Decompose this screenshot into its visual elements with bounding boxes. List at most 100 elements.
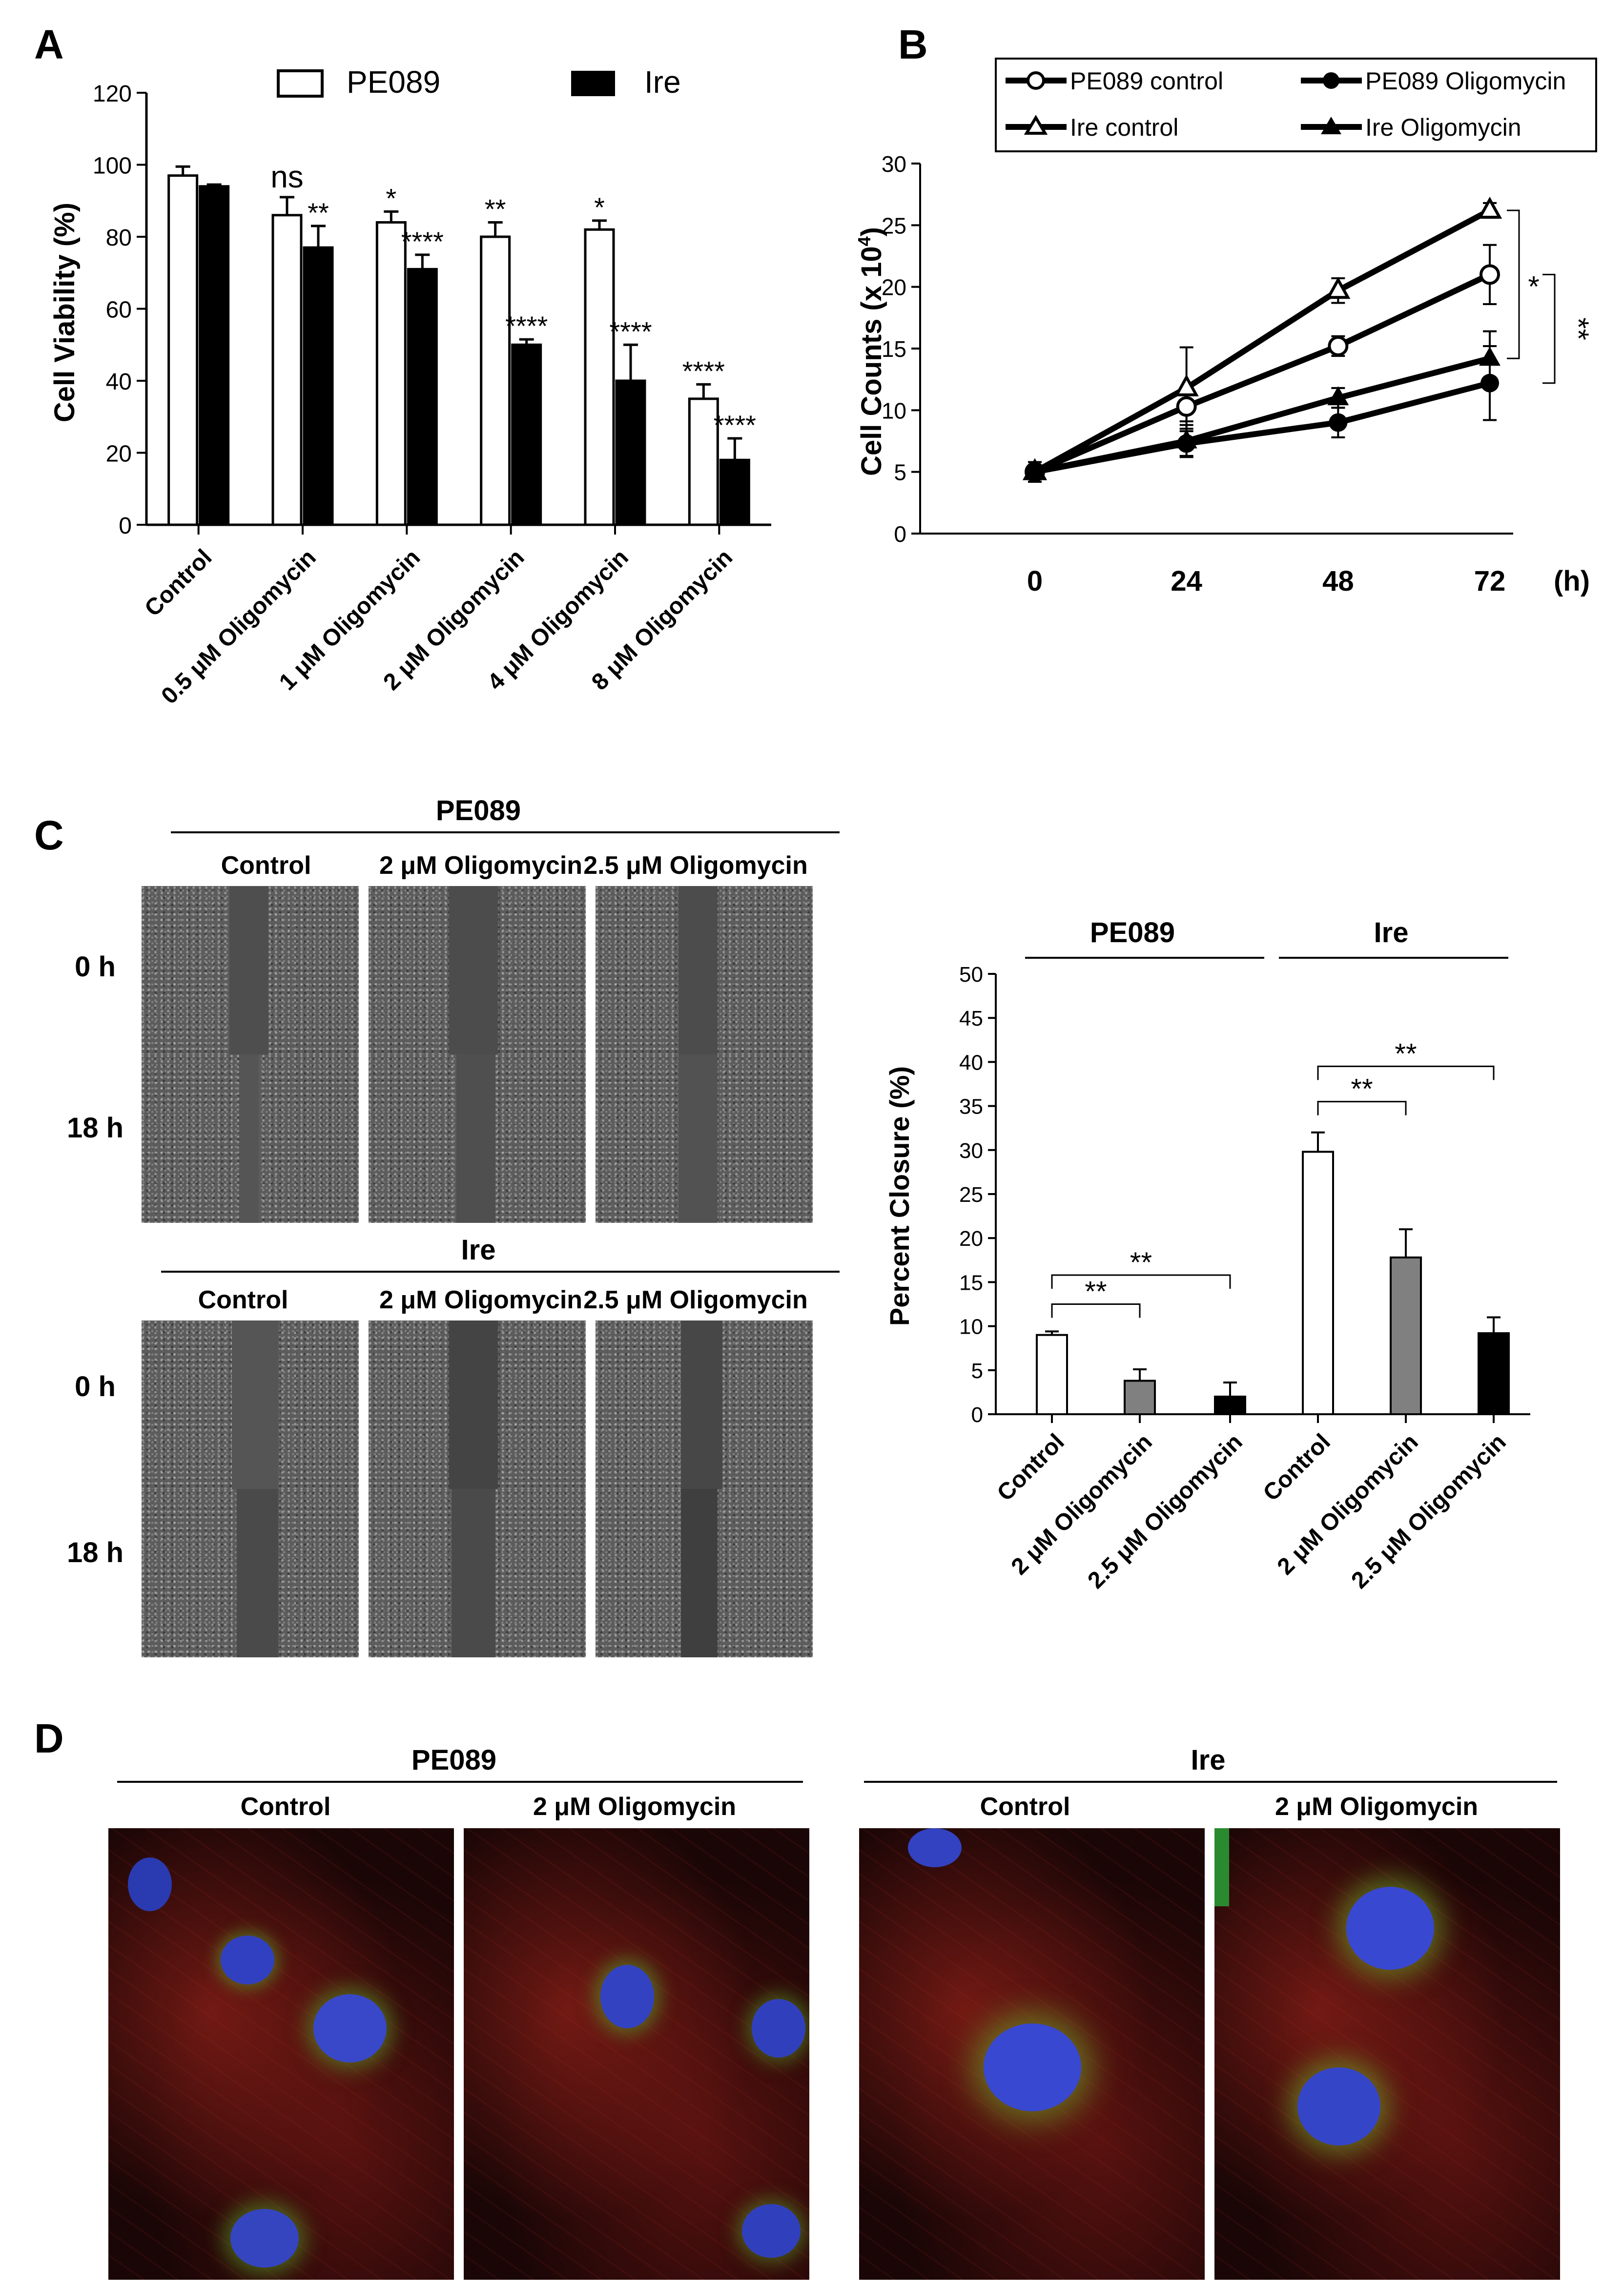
- bar-2-m-oligomycin: [1124, 1380, 1156, 1415]
- significance-bracket: [1317, 1065, 1495, 1080]
- wound-image-ire-2-5um-18h: [596, 1489, 813, 1657]
- c-bottom-col-control: Control: [198, 1286, 288, 1314]
- wound-image-pe089-control-0h: [142, 886, 359, 1054]
- bar-pe089-control: [167, 174, 199, 526]
- c-top-col-2-5um: 2.5 μM Oligomycin: [583, 851, 807, 880]
- chart-b-legend: PE089 control PE089 Oligomycin Ire contr…: [995, 58, 1597, 152]
- bar-ire-8-m-oligomycin: [719, 458, 750, 526]
- chart-c-ytick-label: 45: [959, 1007, 983, 1031]
- wound-image-ire-2-5um-0h: [596, 1320, 813, 1489]
- d-col-pe089-control: Control: [241, 1793, 331, 1821]
- bar-ire-1-m-oligomycin: [407, 268, 438, 526]
- chart-b-ytick-label: 10: [882, 398, 906, 423]
- chart-b-ytick-label: 30: [882, 151, 906, 177]
- chart-c-ytick-label: 35: [959, 1095, 983, 1119]
- chart-c-ytick-label: 25: [959, 1183, 983, 1207]
- chart-c-ytick-label: 20: [959, 1227, 983, 1251]
- panel-letter-c: C: [34, 812, 64, 858]
- bar-2-m-oligomycin: [1390, 1256, 1422, 1415]
- chart-c-xtick-label: 2.5 μM Oligomycin: [1346, 1429, 1511, 1593]
- significance-label: ****: [505, 310, 548, 341]
- d-group-pe089: PE089: [411, 1744, 496, 1776]
- chart-b-ytick-label: 25: [882, 213, 906, 238]
- chart-a-ytick-label: 40: [106, 369, 132, 395]
- fluorescence-image-pe089-control: [108, 1828, 454, 2280]
- significance-label: **: [485, 194, 506, 225]
- point-ire-control: [1174, 374, 1199, 396]
- wound-image-pe089-2um-18h: [369, 1054, 586, 1223]
- significance-label: ****: [714, 410, 756, 440]
- significance-label: *: [594, 192, 605, 223]
- significance-label: **: [308, 197, 329, 228]
- bar-pe089-2-m-oligomycin: [480, 235, 511, 526]
- chart-c-xtick-label: Control: [1258, 1429, 1336, 1506]
- legend-label-ire: Ire: [644, 64, 681, 100]
- chart-b: PE089 control PE089 Oligomycin Ire contr…: [854, 58, 1597, 597]
- chart-c-ytick-label: 0: [971, 1403, 983, 1427]
- significance-label: **: [1562, 317, 1595, 340]
- chart-c-ylabel: Percent Closure (%): [884, 1066, 915, 1326]
- chart-c-xtick-label: 2.5 μM Oligomycin: [1083, 1429, 1247, 1593]
- point-ire-oligomycin: [1024, 460, 1046, 479]
- bar-ire-control: [199, 185, 230, 526]
- legend-pe089-oligomycin: PE089 Oligomycin: [1365, 67, 1566, 95]
- point-pe089-oligomycin: [1480, 373, 1499, 392]
- wound-image-pe089-control-18h: [142, 1054, 359, 1223]
- chart-b-xtick-label: 24: [1171, 565, 1202, 597]
- point-ire-oligomycin: [1175, 429, 1197, 449]
- wound-image-ire-control-0h: [142, 1320, 359, 1489]
- chart-c-xtick-label: Control: [992, 1429, 1069, 1506]
- chart-b-xtick-label: 48: [1322, 565, 1354, 597]
- significance-bracket: [1051, 1303, 1141, 1318]
- fluorescence-image-ire-control: [859, 1828, 1205, 2280]
- legend-ire-oligomycin: Ire Oligomycin: [1365, 114, 1521, 141]
- c-top-row-18h: 18 h: [67, 1112, 123, 1144]
- bar-ire-0-5-m-oligomycin: [303, 246, 334, 526]
- significance-label: **: [1395, 1038, 1417, 1070]
- chart-c-ytick-label: 10: [959, 1315, 983, 1339]
- significance-label: **: [1085, 1276, 1107, 1308]
- legend-pe089-control: PE089 control: [1070, 67, 1223, 95]
- c-top-col-2um: 2 μM Oligomycin: [379, 851, 582, 880]
- fluorescence-panel: PE089 Ire Control 2 μM Oligomycin Contro…: [117, 1744, 1557, 1821]
- bar-pe089-4-m-oligomycin: [584, 228, 615, 526]
- significance-label: *: [1528, 270, 1539, 303]
- point-pe089-control: [1176, 396, 1197, 417]
- significance-label: ****: [609, 316, 652, 347]
- chart-b-ytick-label: 15: [882, 336, 906, 362]
- chart-c-ytick-label: 15: [959, 1271, 983, 1295]
- chart-b-ytick-label: 0: [894, 521, 906, 547]
- significance-label: *: [386, 183, 396, 213]
- point-ire-control: [1326, 277, 1351, 299]
- d-col-ire-control: Control: [980, 1793, 1070, 1821]
- chart-b-ylabel: Cell Counts (x 104): [854, 227, 887, 476]
- point-ire-oligomycin: [1479, 347, 1501, 366]
- significance-label: ****: [682, 355, 725, 386]
- d-col-ire-2um: 2 μM Oligomycin: [1275, 1793, 1478, 1821]
- bar-ire-4-m-oligomycin: [615, 379, 646, 526]
- c-top-group-label: PE089: [436, 795, 521, 826]
- c-top-row-0h: 0 h: [75, 951, 116, 983]
- d-group-ire: Ire: [1191, 1744, 1226, 1776]
- significance-bracket: [1507, 209, 1520, 359]
- c-bottom-col-2um: 2 μM Oligomycin: [379, 1286, 582, 1314]
- legend-ire-control: Ire control: [1070, 114, 1178, 141]
- significance-bracket: [1542, 273, 1556, 384]
- chart-c-ytick-label: 40: [959, 1051, 983, 1074]
- bar-control: [1302, 1151, 1334, 1415]
- point-ire-control: [1477, 196, 1502, 219]
- wound-image-ire-2um-18h: [369, 1489, 586, 1657]
- bar-pe089-0-5-m-oligomycin: [271, 214, 303, 526]
- significance-label: **: [1351, 1073, 1373, 1105]
- point-pe089-oligomycin: [1329, 413, 1348, 432]
- wound-image-pe089-2um-0h: [369, 886, 586, 1054]
- line-pe089-control: [1033, 271, 1491, 475]
- wound-healing-images: PE089 Control 2 μM Oligomycin 2.5 μM Oli…: [67, 795, 840, 1568]
- chart-b-xtick-label: 72: [1474, 565, 1506, 597]
- legend-swatch-pe089: [277, 69, 324, 98]
- chart-b-x-unit: (h): [1554, 565, 1590, 597]
- significance-label: ns: [270, 159, 304, 194]
- chart-a-ytick-label: 20: [106, 441, 132, 467]
